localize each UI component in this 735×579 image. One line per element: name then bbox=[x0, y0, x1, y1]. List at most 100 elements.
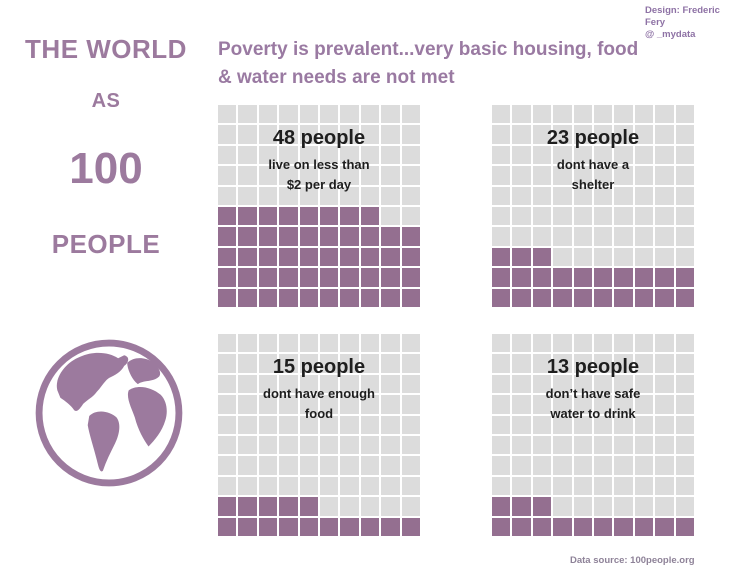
waffle-cell bbox=[381, 227, 400, 246]
waffle-cell bbox=[218, 374, 237, 394]
waffle-cell bbox=[492, 125, 511, 144]
waffle-cell bbox=[279, 456, 298, 475]
waffle-cell bbox=[319, 247, 339, 267]
waffle-cell bbox=[299, 125, 318, 144]
waffle-cell bbox=[553, 476, 572, 496]
waffle-cell bbox=[401, 354, 420, 373]
waffle-cell bbox=[340, 354, 359, 373]
waffle-cell bbox=[655, 415, 674, 434]
waffle-cell bbox=[634, 125, 654, 144]
waffle-cell bbox=[340, 125, 359, 144]
waffle-cell bbox=[299, 227, 318, 246]
waffle-cell bbox=[532, 268, 552, 287]
waffle-cell bbox=[381, 374, 400, 394]
waffle-cell bbox=[258, 125, 278, 144]
waffle-cell bbox=[492, 456, 511, 475]
waffle-cell bbox=[532, 476, 552, 496]
waffle-cell bbox=[512, 456, 531, 475]
waffle-cell bbox=[319, 288, 339, 307]
waffle-cell bbox=[360, 227, 380, 246]
waffle-cell bbox=[593, 456, 613, 475]
waffle-cell bbox=[279, 145, 298, 165]
waffle-cell bbox=[532, 206, 552, 226]
waffle-cell bbox=[675, 145, 694, 165]
waffle-cell bbox=[299, 497, 318, 516]
waffle-cell bbox=[573, 105, 592, 124]
waffle-cell bbox=[340, 186, 359, 205]
waffle-cell bbox=[655, 476, 674, 496]
waffle-cell bbox=[319, 227, 339, 246]
waffle-cell bbox=[381, 517, 400, 536]
waffle-cell bbox=[634, 374, 654, 394]
waffle-cell bbox=[532, 374, 552, 394]
waffle-cell bbox=[258, 435, 278, 455]
waffle-cell bbox=[492, 374, 511, 394]
waffle-cell bbox=[238, 227, 257, 246]
waffle-cell bbox=[675, 497, 694, 516]
waffle-cell bbox=[258, 517, 278, 536]
waffle-cell bbox=[614, 227, 633, 246]
waffle-chart-food: 15 people dont have enough food bbox=[218, 334, 420, 536]
waffle-cell bbox=[238, 166, 257, 185]
waffle-cell bbox=[553, 435, 572, 455]
section-header: Poverty is prevalent...very basic housin… bbox=[218, 36, 723, 92]
waffle-cell bbox=[360, 206, 380, 226]
waffle-cell bbox=[532, 435, 552, 455]
waffle-cell bbox=[340, 247, 359, 267]
waffle-cell bbox=[360, 497, 380, 516]
waffle-cell bbox=[573, 186, 592, 205]
waffle-cell bbox=[279, 227, 298, 246]
waffle-cell bbox=[553, 186, 572, 205]
waffle-cell bbox=[279, 206, 298, 226]
waffle-cell bbox=[553, 415, 572, 434]
waffle-cell bbox=[614, 415, 633, 434]
waffle-cell bbox=[614, 456, 633, 475]
waffle-cell bbox=[401, 247, 420, 267]
waffle-cell bbox=[512, 125, 531, 144]
waffle-cell bbox=[238, 456, 257, 475]
waffle-cell bbox=[553, 456, 572, 475]
waffle-cell bbox=[360, 456, 380, 475]
waffle-cell bbox=[218, 288, 237, 307]
waffle-cell bbox=[360, 415, 380, 434]
waffle-cell bbox=[614, 206, 633, 226]
waffle-cell bbox=[553, 374, 572, 394]
waffle-cell bbox=[655, 125, 674, 144]
waffle-cell bbox=[634, 166, 654, 185]
waffle-cell bbox=[573, 166, 592, 185]
waffle-cell bbox=[360, 374, 380, 394]
waffle-cell bbox=[258, 288, 278, 307]
waffle-cell bbox=[655, 517, 674, 536]
waffle-cell bbox=[634, 105, 654, 124]
waffle-cell bbox=[299, 166, 318, 185]
waffle-cell bbox=[319, 334, 339, 353]
waffle-cell bbox=[573, 517, 592, 536]
waffle-cell bbox=[360, 247, 380, 267]
waffle-cell bbox=[401, 517, 420, 536]
waffle-grid bbox=[218, 334, 420, 536]
waffle-cell bbox=[492, 105, 511, 124]
waffle-cell bbox=[573, 227, 592, 246]
waffle-cell bbox=[238, 247, 257, 267]
waffle-chart-shelter: 23 people dont have a shelter bbox=[492, 105, 694, 307]
waffle-cell bbox=[401, 227, 420, 246]
waffle-cell bbox=[675, 268, 694, 287]
waffle-cell bbox=[401, 145, 420, 165]
waffle-cell bbox=[634, 497, 654, 516]
waffle-cell bbox=[340, 435, 359, 455]
waffle-cell bbox=[655, 288, 674, 307]
waffle-cell bbox=[532, 456, 552, 475]
waffle-cell bbox=[573, 497, 592, 516]
waffle-cell bbox=[492, 517, 511, 536]
waffle-cell bbox=[258, 476, 278, 496]
waffle-cell bbox=[381, 354, 400, 373]
waffle-cell bbox=[675, 334, 694, 353]
waffle-cell bbox=[675, 476, 694, 496]
waffle-cell bbox=[655, 166, 674, 185]
waffle-cell bbox=[614, 476, 633, 496]
waffle-cell bbox=[593, 288, 613, 307]
waffle-label: 23 people dont have a shelter bbox=[492, 125, 694, 195]
waffle-cell bbox=[238, 435, 257, 455]
waffle-cell bbox=[655, 395, 674, 414]
waffle-cell bbox=[218, 125, 237, 144]
